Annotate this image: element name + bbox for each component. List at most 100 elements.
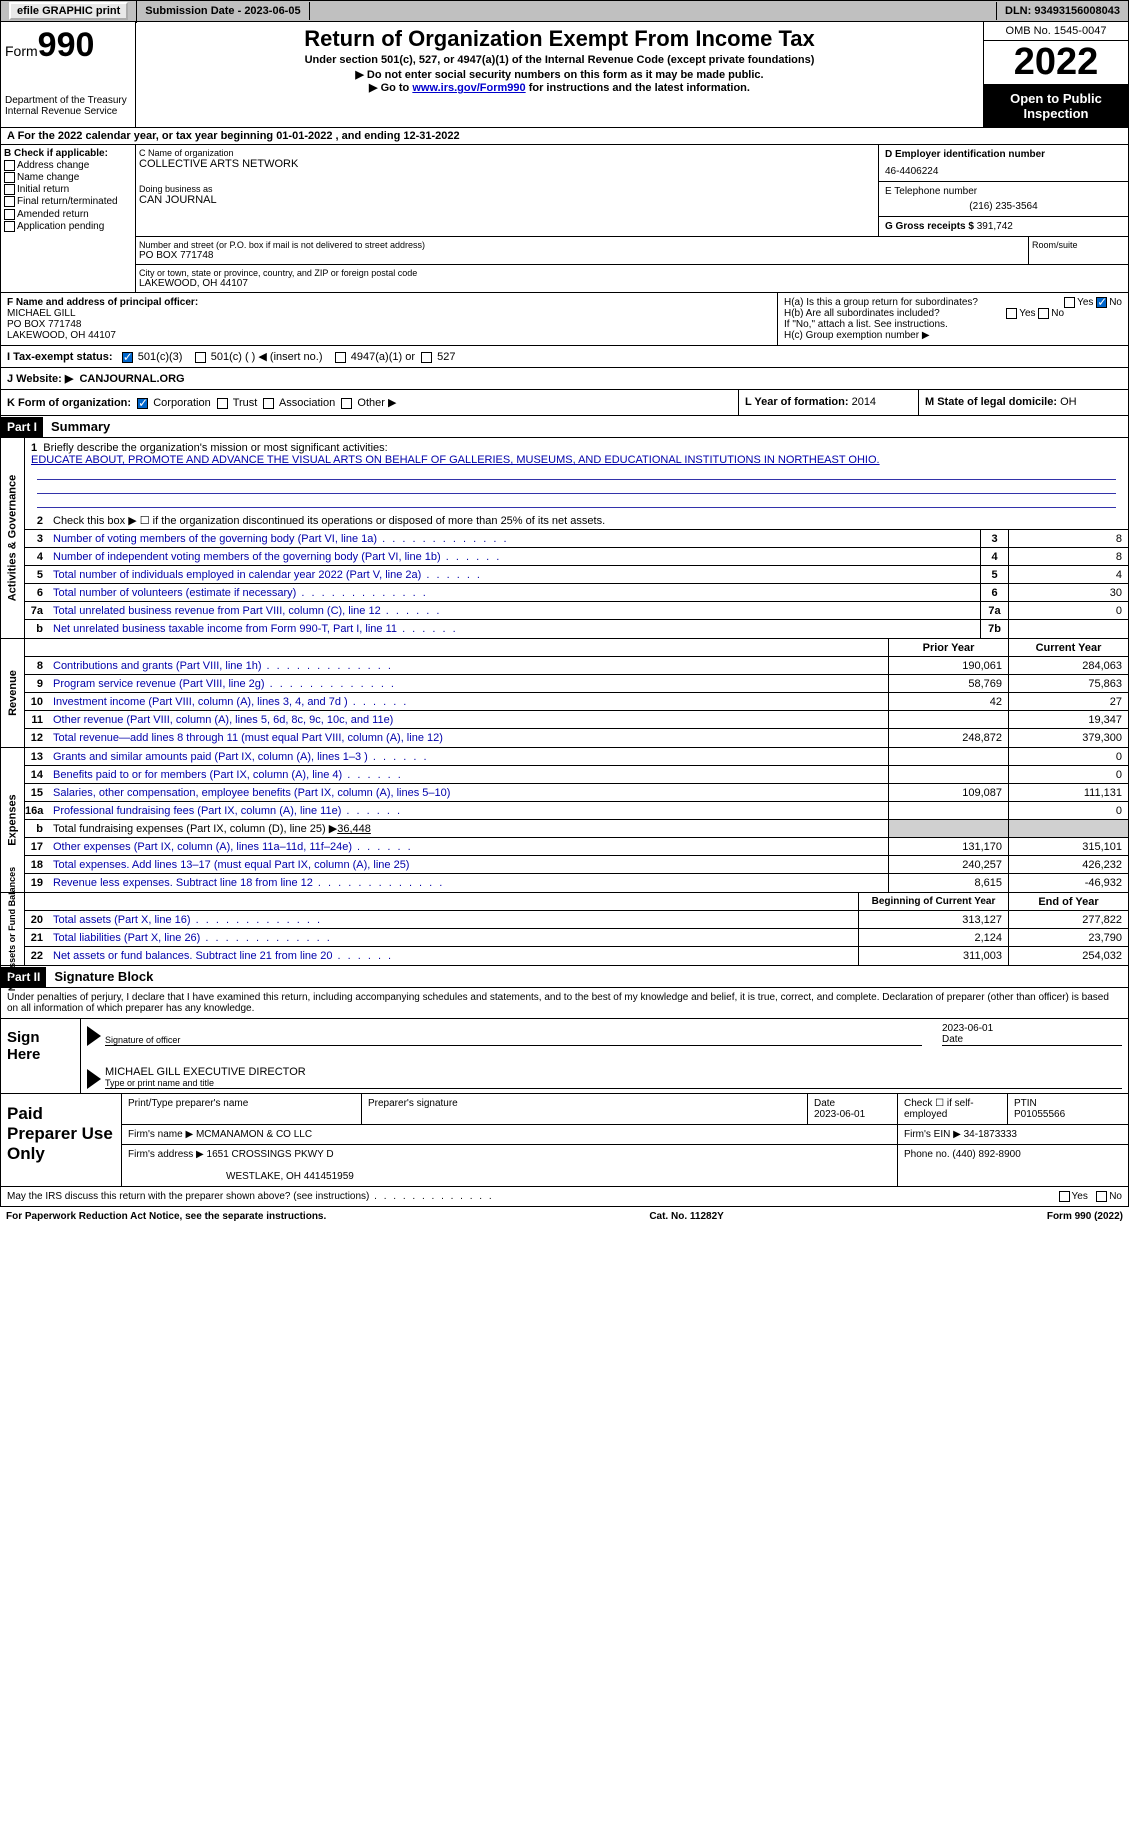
c10: 27	[1008, 693, 1128, 710]
section-d-e-g: D Employer identification number 46-4406…	[878, 145, 1128, 236]
street-block: Number and street (or P.O. box if mail i…	[136, 237, 1028, 264]
gross-label: G Gross receipts $	[885, 221, 974, 232]
chk-other[interactable]	[341, 398, 352, 409]
p8: 190,061	[888, 657, 1008, 674]
p19: 8,615	[888, 874, 1008, 892]
preparer-date: Date2023-06-01	[808, 1094, 898, 1124]
chk-amended[interactable]: Amended return	[4, 209, 132, 220]
line-4: Number of independent voting members of …	[49, 549, 980, 565]
part-1-label: Part I	[1, 417, 43, 437]
line-22: Net assets or fund balances. Subtract li…	[49, 948, 858, 964]
chk-corp[interactable]	[137, 398, 148, 409]
pra-notice: For Paperwork Reduction Act Notice, see …	[6, 1211, 326, 1222]
part-1-title: Summary	[43, 416, 118, 437]
h-a-row: H(a) Is this a group return for subordin…	[784, 297, 1122, 308]
line-10: Investment income (Part VIII, column (A)…	[49, 694, 888, 710]
vtab-net-assets: Net Assets or Fund Balances	[1, 893, 25, 965]
preparer-signature: Preparer's signature	[362, 1094, 808, 1124]
section-c: C Name of organization COLLECTIVE ARTS N…	[136, 145, 1128, 292]
org-name-block: C Name of organization COLLECTIVE ARTS N…	[136, 145, 878, 236]
val-6: 30	[1008, 584, 1128, 601]
net-assets-section: Net Assets or Fund Balances Beginning of…	[0, 893, 1129, 966]
officer-name-field: MICHAEL GILL EXECUTIVE DIRECTOR Type or …	[105, 1054, 1122, 1089]
sign-here-label: Sign Here	[1, 1019, 81, 1093]
arrow-icon	[87, 1026, 101, 1046]
chk-application[interactable]: Application pending	[4, 221, 132, 232]
city-label: City or town, state or province, country…	[139, 268, 1125, 278]
penalty-text: Under penalties of perjury, I declare th…	[1, 988, 1128, 1018]
current-year-hdr: Current Year	[1008, 639, 1128, 656]
chk-assoc[interactable]	[263, 398, 274, 409]
chk-initial-return[interactable]: Initial return	[4, 184, 132, 195]
p15: 109,087	[888, 784, 1008, 801]
c14: 0	[1008, 766, 1128, 783]
section-j: J Website: ▶ CANJOURNAL.ORG	[0, 368, 1129, 390]
p13	[888, 748, 1008, 765]
line-16a: Professional fundraising fees (Part IX, …	[49, 803, 888, 819]
self-employed-check[interactable]: Check ☐ if self-employed	[898, 1094, 1008, 1124]
vtab-revenue: Revenue	[1, 639, 25, 747]
firm-ein: Firm's EIN ▶ 34-1873333	[898, 1125, 1128, 1144]
section-k: K Form of organization: Corporation Trus…	[1, 390, 738, 415]
p22: 311,003	[858, 947, 1008, 965]
line-19: Revenue less expenses. Subtract line 18 …	[49, 875, 888, 891]
mission-label: Briefly describe the organization's miss…	[43, 442, 387, 454]
h-b-row: H(b) Are all subordinates included? Yes …	[784, 308, 1122, 319]
expenses-section: Expenses 13Grants and similar amounts pa…	[0, 748, 1129, 893]
form-header: Form990 Department of the Treasury Inter…	[0, 22, 1129, 128]
c16b	[1008, 820, 1128, 837]
ptin: PTINP01055566	[1008, 1094, 1128, 1124]
f-h-block: F Name and address of principal officer:…	[0, 293, 1129, 346]
chk-4947[interactable]	[335, 352, 346, 363]
form-ref: Form 990 (2022)	[1047, 1211, 1123, 1222]
c21: 23,790	[1008, 929, 1128, 946]
line-20: Total assets (Part X, line 16)	[49, 912, 858, 928]
discuss-row: May the IRS discuss this return with the…	[0, 1187, 1129, 1207]
cat-number: Cat. No. 11282Y	[649, 1211, 723, 1222]
officer-label: F Name and address of principal officer:	[7, 297, 771, 308]
chk-discuss-yes[interactable]	[1059, 1191, 1070, 1202]
room-suite: Room/suite	[1028, 237, 1128, 264]
org-name: COLLECTIVE ARTS NETWORK	[139, 158, 875, 170]
form-number: Form990	[5, 26, 131, 65]
section-h: H(a) Is this a group return for subordin…	[778, 293, 1128, 345]
street-value: PO BOX 771748	[139, 250, 1025, 261]
c22: 254,032	[1008, 947, 1128, 965]
dept-treasury: Department of the Treasury	[5, 95, 131, 106]
tax-year-range: A For the 2022 calendar year, or tax yea…	[0, 128, 1129, 145]
irs-link[interactable]: www.irs.gov/Form990	[412, 82, 525, 94]
phone-label: E Telephone number	[885, 186, 1122, 197]
val-7b	[1008, 620, 1128, 638]
chk-name-change[interactable]: Name change	[4, 172, 132, 183]
chk-trust[interactable]	[217, 398, 228, 409]
mission-text: EDUCATE ABOUT, PROMOTE AND ADVANCE THE V…	[31, 454, 880, 466]
signature-date: 2023-06-01Date	[942, 1023, 1122, 1046]
p10: 42	[888, 693, 1008, 710]
paid-preparer-block: Paid Preparer Use Only Print/Type prepar…	[1, 1093, 1128, 1186]
chk-501c[interactable]	[195, 352, 206, 363]
header-right: OMB No. 1545-0047 2022 Open to Public In…	[983, 22, 1128, 127]
line-11: Other revenue (Part VIII, column (A), li…	[49, 712, 888, 728]
line-21: Total liabilities (Part X, line 26)	[49, 930, 858, 946]
line-13: Grants and similar amounts paid (Part IX…	[49, 749, 888, 765]
chk-discuss-no[interactable]	[1096, 1191, 1107, 1202]
val-5: 4	[1008, 566, 1128, 583]
activities-governance: Activities & Governance 1 Briefly descri…	[0, 438, 1129, 639]
officer-city: LAKEWOOD, OH 44107	[7, 330, 771, 341]
part-2-title: Signature Block	[46, 966, 161, 987]
c8: 284,063	[1008, 657, 1128, 674]
c18: 426,232	[1008, 856, 1128, 873]
header-title-block: Return of Organization Exempt From Incom…	[136, 22, 983, 127]
chk-501c3[interactable]	[122, 352, 133, 363]
chk-final-return[interactable]: Final return/terminated	[4, 196, 132, 207]
line-9: Program service revenue (Part VIII, line…	[49, 676, 888, 692]
h-b-note: If "No," attach a list. See instructions…	[784, 319, 1122, 330]
officer-signature-field[interactable]: Signature of officer	[105, 1023, 922, 1046]
submission-date: Submission Date - 2023-06-05	[137, 2, 309, 20]
p16b	[888, 820, 1008, 837]
chk-527[interactable]	[421, 352, 432, 363]
section-f: F Name and address of principal officer:…	[1, 293, 778, 345]
line-16b: Total fundraising expenses (Part IX, col…	[49, 820, 888, 837]
vtab-activities: Activities & Governance	[1, 438, 25, 638]
chk-address-change[interactable]: Address change	[4, 160, 132, 171]
